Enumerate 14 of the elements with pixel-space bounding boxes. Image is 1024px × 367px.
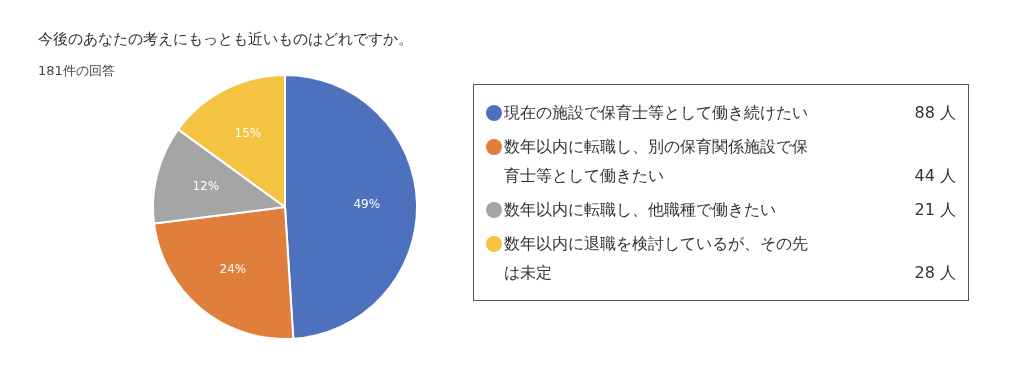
text: 88 人 [914, 102, 956, 124]
legend-label: 数年以内に退職を検討しているが、その先は未定 [504, 233, 808, 284]
legend-label: 数年以内に転職し、他職種で働きたい [504, 199, 777, 221]
legend-label: 現在の施設で保育士等として働き続けたい [504, 102, 808, 124]
chart-subtitle: 181件の回答 [38, 62, 115, 80]
text: 28 人 [914, 262, 956, 284]
chart-title: 今後のあなたの考えにもっとも近いものはどれですか。 [38, 30, 413, 49]
legend-label: 数年以内に転職し、別の保育関係施設で保育士等として働きたい [504, 136, 808, 187]
data-label: 15% [234, 126, 262, 141]
data-label: 49% [353, 196, 381, 211]
text: 44 人 [914, 165, 956, 187]
text: 21 人 [914, 199, 956, 221]
data-label: 12% [192, 178, 220, 193]
data-label: 24% [219, 262, 247, 277]
